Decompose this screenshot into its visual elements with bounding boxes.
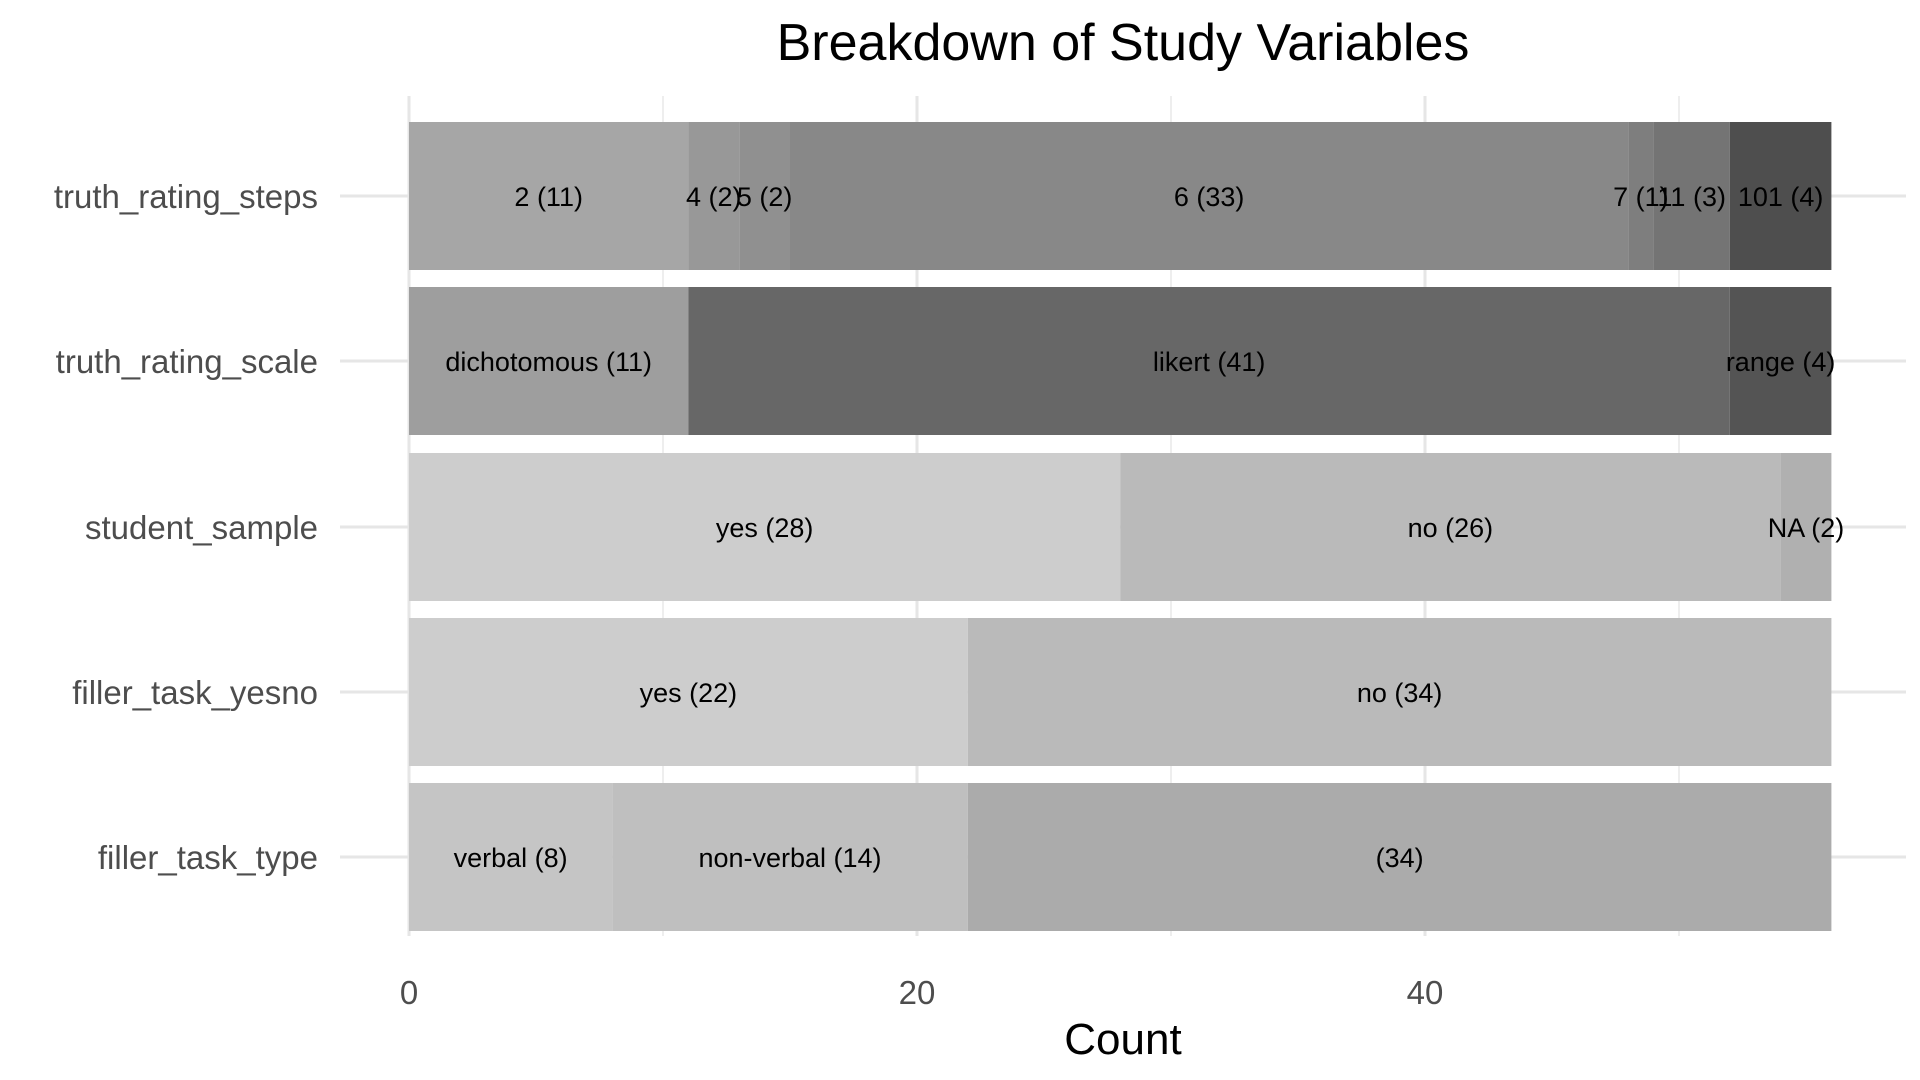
x-tick-label-20: 20 [899,974,936,1011]
bar-segment-truth-rating-scale-1 [409,287,689,435]
bar-segment-truth-rating-steps-1 [409,122,689,270]
bar-segment-label-filler-task-yesno-1: yes (22) [640,678,738,708]
x-tick-label-0: 0 [400,974,418,1011]
bar-segment-label-truth-rating-steps-3: 5 (2) [737,182,793,212]
bar-segment-label-filler-task-type-3: (34) [1376,843,1424,873]
axis-layer: truth_rating_steps truth_rating_scalestud… [54,178,1444,1011]
bar-segment-label-truth-rating-steps-5: 7 (1) [1613,182,1669,212]
bar-segment-truth-rating-scale-3 [1729,287,1832,435]
bar-segment-filler-task-type-3 [967,783,1832,931]
bar-segment-truth-rating-scale-2 [688,287,1730,435]
bar-segment-student-sample-3 [1780,453,1832,601]
bar-segment-label-student-sample-2: no (26) [1408,513,1494,543]
y-tick-label-truth-rating-steps: truth_rating_steps [54,178,318,215]
y-tick-label-truth-rating-scale: truth_rating_scale [56,343,318,380]
bar-segment-truth-rating-steps-7 [1729,122,1832,270]
bar-segment-truth-rating-steps-3 [739,122,790,270]
bar-segment-label-truth-rating-scale-3: range (4) [1726,347,1836,377]
segment-labels-layer: 2 (11) 4 (2)5 (2) 6 (33) 7 (1)11 (3) 101 (4)… [445,182,1844,873]
y-tick-label-filler-task-type: filler_task_type [98,839,318,876]
bar-segment-label-truth-rating-scale-2: likert (41) [1153,347,1266,377]
bar-segment-label-truth-rating-steps-1: 2 (11) [514,182,583,212]
bar-segment-label-truth-rating-scale-1: dichotomous (11) [445,347,652,377]
bar-segment-student-sample-1 [409,453,1121,601]
bar-segment-truth-rating-steps-5 [1628,122,1654,270]
bar-segment-label-truth-rating-steps-6: 11 (3) [1657,182,1726,212]
bar-segment-truth-rating-steps-6 [1653,122,1730,270]
bar-segment-label-student-sample-3: NA (2) [1768,513,1845,543]
bar-segment-student-sample-2 [1120,453,1781,601]
bar-segment-truth-rating-steps-2 [688,122,740,270]
bar-segment-filler-task-yesno-1 [409,618,968,766]
y-tick-label-filler-task-yesno: filler_task_yesno [72,674,318,711]
bar-segment-label-truth-rating-steps-7: 101 (4) [1738,182,1824,212]
bar-segment-label-truth-rating-steps-2: 4 (2) [686,182,742,212]
bar-segment-label-student-sample-1: yes (28) [716,513,814,543]
bar-segment-filler-task-type-1 [409,783,613,931]
x-axis-title: Count [1064,1015,1181,1064]
bar-segment-label-filler-task-type-2: non-verbal (14) [698,843,881,873]
bar-segment-filler-task-type-2 [612,783,968,931]
y-tick-label-student-sample: student_sample [85,509,318,546]
bar-segment-label-filler-task-yesno-2: no (34) [1357,678,1443,708]
x-tick-label-40: 40 [1407,974,1444,1011]
bar-segment-truth-rating-steps-4 [790,122,1629,270]
bars-layer [409,122,1832,931]
bar-segment-label-truth-rating-steps-4: 6 (33) [1174,182,1245,212]
chart-title: Breakdown of Study Variables [777,14,1470,72]
bar-segment-filler-task-yesno-2 [967,618,1832,766]
bar-segment-label-filler-task-type-1: verbal (8) [454,843,568,873]
